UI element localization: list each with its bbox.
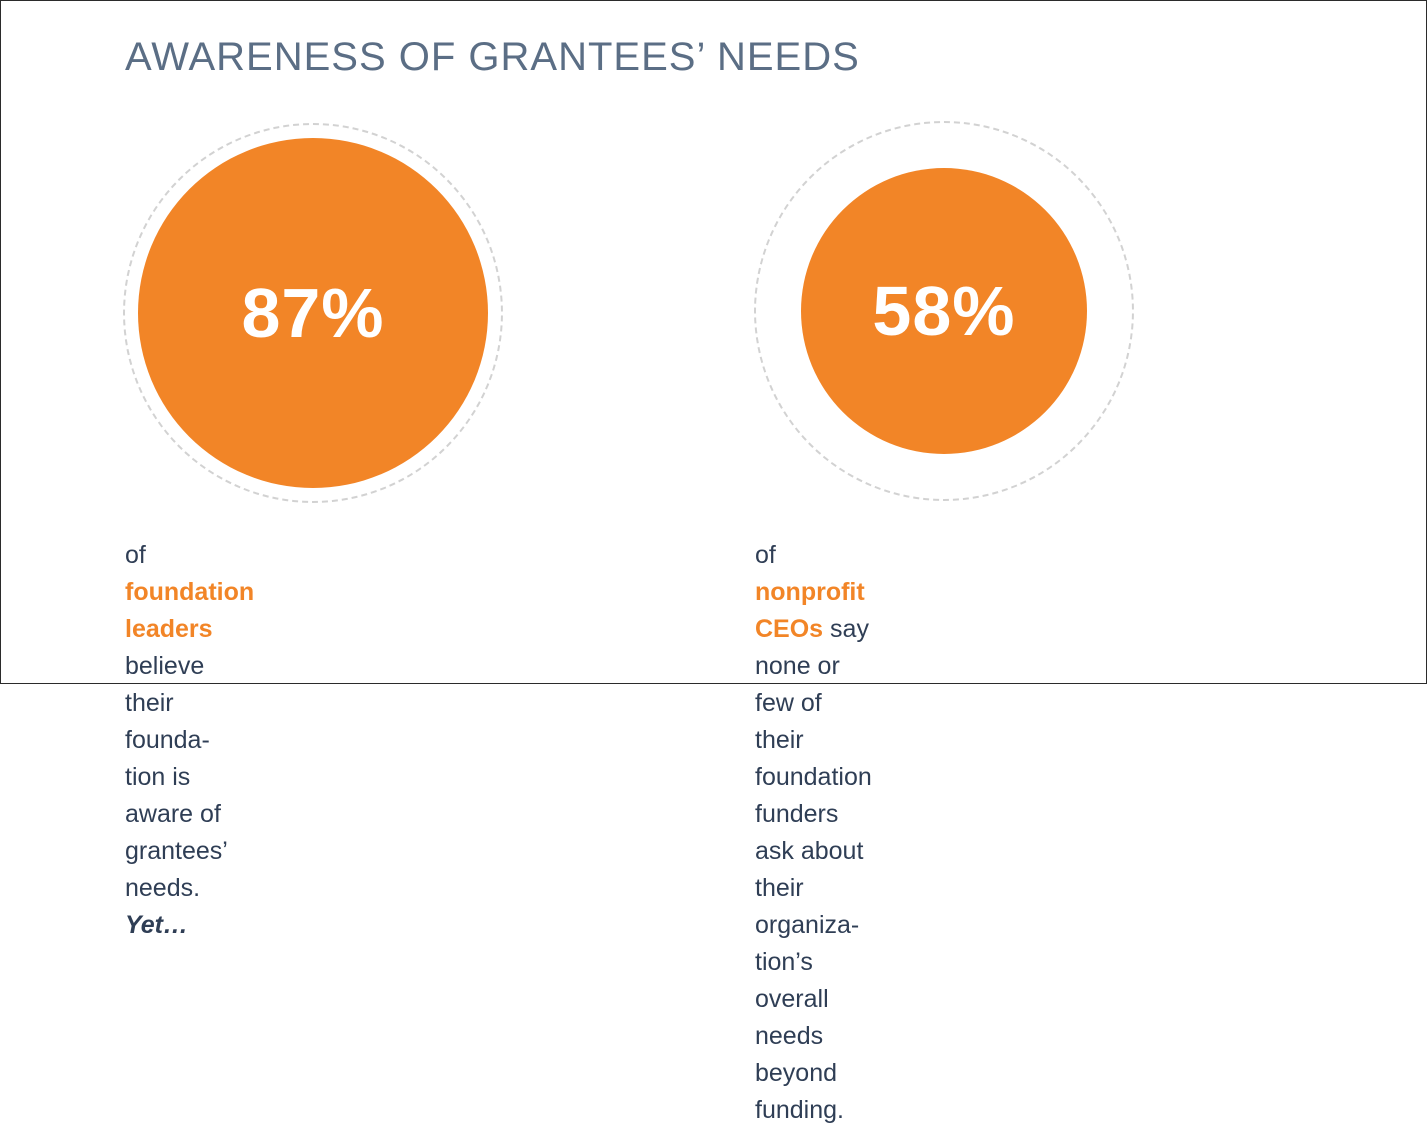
dashed-ring bbox=[754, 121, 1134, 501]
caption-text: believe their founda- bbox=[125, 652, 210, 754]
caption-text: foundation funders ask about their organ… bbox=[755, 763, 872, 939]
percentage-circle: 58% bbox=[800, 167, 1088, 455]
dashed-ring bbox=[123, 123, 503, 503]
caption-prefix: of bbox=[755, 541, 776, 569]
caption-text: tion is aware of grantees’ needs. bbox=[125, 763, 227, 902]
stat-caption: of nonprofit CEOs say none or few of the… bbox=[755, 537, 872, 1129]
caption-emphasis: Yet… bbox=[125, 911, 188, 939]
percentage-value: 87% bbox=[241, 273, 385, 352]
percentage-circle: 87% bbox=[137, 137, 489, 489]
caption-prefix: of bbox=[125, 541, 146, 569]
caption-highlight: nonprofit CEOs bbox=[755, 578, 865, 643]
stat-caption: of foundation leaders believe their foun… bbox=[125, 537, 254, 944]
caption-highlight: foundation leaders bbox=[125, 578, 255, 643]
caption-text: tion’s overall needs beyond funding. bbox=[755, 948, 844, 1124]
percentage-value: 58% bbox=[872, 271, 1016, 350]
page-title: AWARENESS OF GRANTEES’ NEEDS bbox=[125, 35, 860, 79]
